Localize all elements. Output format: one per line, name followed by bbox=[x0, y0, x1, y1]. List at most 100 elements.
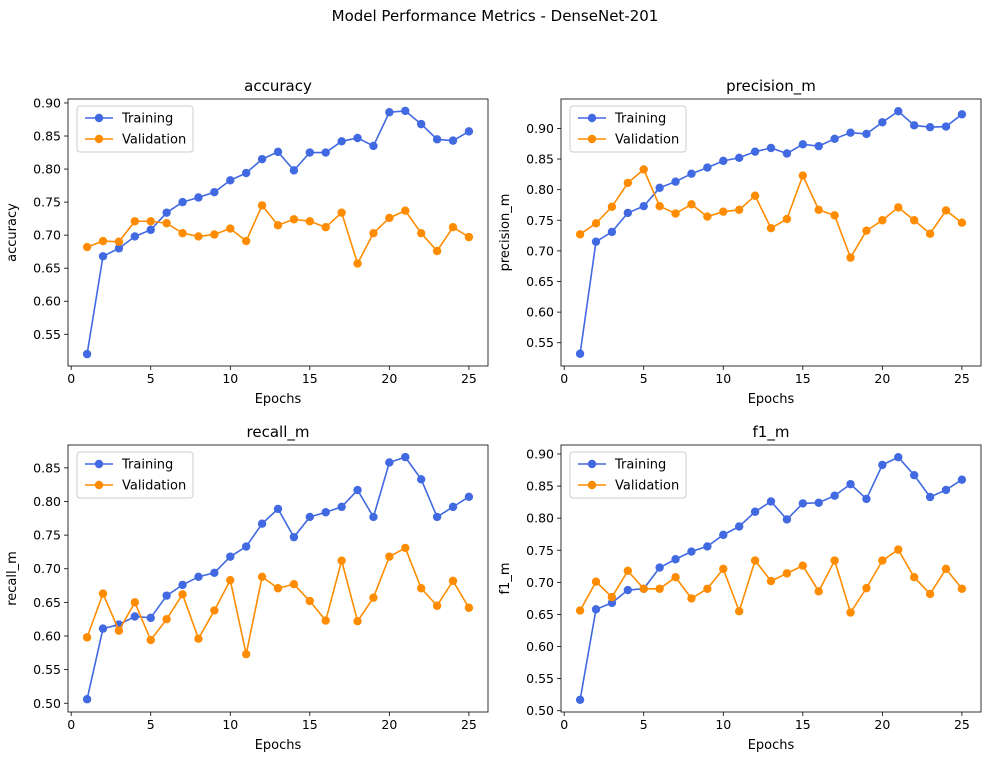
data-point-validation bbox=[289, 580, 299, 589]
data-point-validation bbox=[830, 556, 839, 565]
data-point-training bbox=[82, 349, 92, 359]
data-point-validation bbox=[369, 228, 378, 238]
data-point-training bbox=[257, 519, 267, 528]
x-tick-label: 5 bbox=[640, 717, 648, 732]
x-tick-label: 25 bbox=[954, 371, 970, 386]
data-point-training bbox=[353, 485, 362, 495]
legend-marker-training bbox=[587, 459, 597, 469]
data-point-validation bbox=[798, 171, 808, 180]
data-point-validation bbox=[623, 566, 633, 575]
y-axis-label: recall_m bbox=[5, 551, 20, 606]
data-point-training bbox=[321, 508, 330, 517]
data-point-validation bbox=[432, 601, 442, 610]
data-point-validation bbox=[178, 228, 187, 238]
data-point-training bbox=[575, 695, 585, 705]
data-point-validation bbox=[241, 649, 251, 659]
data-point-training bbox=[241, 168, 251, 178]
figure-title: Model Performance Metrics - DenseNet-201 bbox=[332, 7, 659, 25]
y-tick-label: 0.75 bbox=[526, 543, 554, 558]
data-point-validation bbox=[719, 564, 728, 574]
x-tick-label: 5 bbox=[147, 371, 155, 386]
data-point-validation bbox=[766, 224, 776, 233]
data-point-validation bbox=[416, 584, 426, 593]
data-point-training bbox=[671, 555, 680, 564]
y-tick-label: 0.75 bbox=[33, 528, 61, 543]
data-point-validation bbox=[909, 573, 919, 582]
data-point-validation bbox=[750, 191, 760, 200]
data-point-training bbox=[385, 108, 394, 117]
data-point-training bbox=[719, 530, 728, 540]
data-point-training bbox=[464, 492, 474, 501]
data-point-training bbox=[894, 107, 903, 116]
data-point-validation bbox=[146, 217, 155, 226]
x-tick-label: 5 bbox=[640, 371, 648, 386]
data-point-training bbox=[766, 143, 776, 153]
data-point-training bbox=[273, 147, 283, 157]
data-point-validation bbox=[353, 617, 362, 626]
y-tick-label: 0.65 bbox=[33, 595, 61, 610]
data-point-validation bbox=[257, 572, 267, 582]
x-axis-label: Epochs bbox=[748, 738, 795, 753]
data-point-validation bbox=[337, 556, 346, 565]
data-point-training bbox=[703, 163, 712, 172]
data-point-validation bbox=[194, 634, 203, 643]
data-point-training bbox=[432, 135, 442, 144]
data-point-validation bbox=[782, 214, 792, 224]
data-point-training bbox=[226, 176, 235, 185]
data-point-validation bbox=[814, 587, 823, 596]
y-tick-label: 0.90 bbox=[33, 95, 61, 110]
x-tick-label: 10 bbox=[715, 371, 731, 386]
y-tick-label: 0.60 bbox=[33, 294, 61, 309]
data-point-training bbox=[750, 147, 760, 156]
x-tick-label: 15 bbox=[795, 717, 811, 732]
data-point-training bbox=[289, 166, 299, 175]
subplot-recall_m: recall_m 0 5 10 15 20 25 0.50 0.55 0.60 0.65 0.70 0.… bbox=[5, 423, 489, 753]
data-point-validation bbox=[830, 211, 839, 220]
data-point-training bbox=[862, 494, 871, 504]
data-point-validation bbox=[878, 216, 887, 225]
data-point-validation bbox=[210, 606, 219, 615]
data-point-validation bbox=[385, 213, 394, 223]
data-point-validation bbox=[623, 178, 633, 188]
data-point-training bbox=[194, 193, 203, 202]
data-point-training bbox=[671, 177, 680, 186]
data-point-validation bbox=[655, 201, 664, 211]
data-point-training bbox=[210, 187, 219, 197]
data-point-validation bbox=[305, 217, 315, 226]
data-point-validation bbox=[226, 575, 235, 585]
axes-frame bbox=[67, 98, 489, 367]
data-point-training bbox=[178, 197, 187, 207]
data-point-training bbox=[703, 542, 712, 551]
data-point-validation bbox=[878, 556, 887, 565]
data-point-validation bbox=[846, 253, 855, 262]
data-point-training bbox=[878, 460, 887, 470]
data-point-validation bbox=[941, 206, 951, 215]
legend-marker-validation bbox=[94, 480, 104, 490]
data-point-training bbox=[226, 552, 235, 561]
data-point-training bbox=[830, 491, 839, 500]
y-tick-label: 0.80 bbox=[526, 511, 554, 526]
data-point-validation bbox=[162, 614, 171, 624]
subplot-title: recall_m bbox=[247, 423, 310, 442]
data-point-validation bbox=[655, 584, 664, 593]
data-point-training bbox=[798, 140, 808, 149]
data-point-training bbox=[321, 148, 330, 157]
data-point-training bbox=[782, 149, 792, 158]
legend-label: Training bbox=[121, 458, 173, 473]
data-point-validation bbox=[416, 228, 426, 238]
data-point-validation bbox=[687, 200, 696, 209]
data-point-training bbox=[894, 452, 903, 462]
data-point-validation bbox=[607, 592, 617, 602]
data-point-training bbox=[369, 141, 378, 151]
legend-marker-training bbox=[587, 113, 597, 123]
data-point-training bbox=[655, 183, 664, 192]
x-tick-label: 15 bbox=[302, 371, 318, 386]
legend-label: Validation bbox=[615, 133, 679, 148]
data-point-training bbox=[162, 591, 171, 600]
data-point-validation bbox=[607, 202, 617, 211]
y-axis-label: accuracy bbox=[5, 203, 20, 262]
x-tick-label: 0 bbox=[67, 371, 75, 386]
y-tick-label: 0.65 bbox=[33, 261, 61, 276]
x-tick-label: 10 bbox=[715, 717, 731, 732]
